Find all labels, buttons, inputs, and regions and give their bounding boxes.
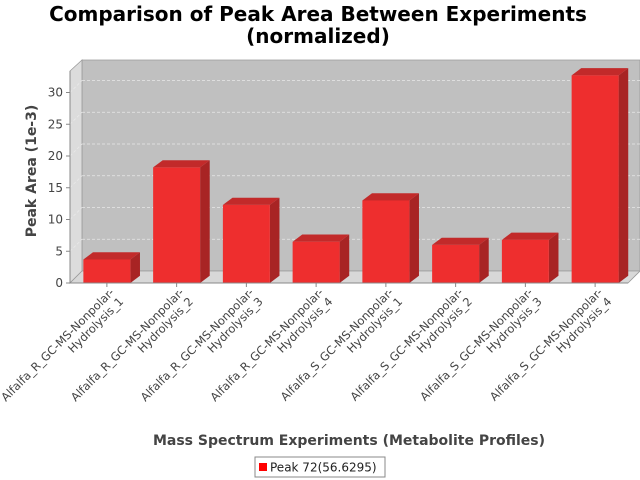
bar — [432, 237, 489, 283]
bars — [83, 68, 629, 283]
gridline-side — [69, 143, 83, 157]
bar-front — [292, 241, 340, 283]
gridline-side — [69, 175, 83, 189]
chart-title-line-1: Comparison of Peak Area Between Experime… — [49, 2, 587, 26]
y-tick-label: 20 — [48, 149, 63, 163]
y-tick-label: 0 — [55, 276, 63, 290]
plot-area — [69, 59, 640, 284]
bar-side — [339, 234, 350, 283]
bar-side — [130, 252, 140, 283]
chart-title-line-2: (normalized) — [246, 24, 390, 48]
y-tick-label: 5 — [55, 244, 63, 258]
bar-side — [479, 237, 489, 283]
bar-side — [618, 68, 629, 283]
x-axis-label: Mass Spectrum Experiments (Metabolite Pr… — [153, 433, 545, 449]
gridline-side — [69, 80, 83, 93]
y-tick-label: 15 — [48, 181, 63, 195]
bar-front — [83, 259, 131, 283]
bar-side — [200, 160, 210, 283]
y-tick-label: 25 — [48, 117, 63, 131]
y-tick-label: 30 — [48, 86, 63, 100]
bar-top — [432, 237, 489, 245]
gridline-side — [69, 111, 83, 125]
legend-swatch — [259, 463, 267, 471]
bar — [571, 68, 629, 283]
bar-top — [362, 193, 419, 201]
bar-top — [83, 252, 140, 260]
bar-side — [409, 193, 419, 283]
y-axis-label: Peak Area (1e-3) — [24, 105, 40, 238]
y-tick-label: 10 — [48, 213, 63, 227]
bar-front — [501, 239, 549, 283]
bar-front — [153, 167, 201, 283]
x-tick-label-line: Alfalfa_S_GC-MS-Nonpolar- — [487, 285, 605, 403]
gridline-side — [69, 238, 83, 252]
bar-front — [432, 244, 480, 283]
legend-box — [254, 456, 386, 478]
x-tick-label-line: Alfalfa_R_GC-MS-Nonpolar- — [0, 285, 117, 404]
x-tick-label: Alfalfa_R_GC-MS-Nonpolar-Hydrolysis_1 — [0, 285, 126, 413]
x-axis: Alfalfa_R_GC-MS-Nonpolar-Hydrolysis_1Alf… — [0, 282, 628, 413]
legend: Peak 72(56.6295) — [254, 456, 386, 478]
bar-top — [222, 197, 280, 205]
bar-side — [269, 197, 280, 283]
gridline-side — [69, 207, 83, 220]
bar — [501, 232, 559, 283]
legend-item-label: Peak 72(56.6295) — [270, 461, 377, 475]
bar-front — [222, 204, 270, 283]
bar-top — [571, 68, 629, 76]
bar-top — [292, 234, 350, 242]
bar-side — [548, 232, 559, 283]
x-tick-label-line: Alfalfa_S_GC-MS-Nonpolar- — [417, 285, 535, 403]
bar-front — [571, 75, 619, 283]
x-tick-label-line: Alfalfa_S_GC-MS-Nonpolar- — [278, 285, 396, 403]
y-axis: 0 5 10 15 20 25 30 — [48, 71, 71, 290]
bar-top — [501, 232, 559, 240]
bar — [292, 234, 350, 283]
bar-top — [153, 160, 210, 168]
bar — [362, 193, 419, 283]
chart-title: Comparison of Peak Area Between Experime… — [49, 2, 587, 48]
bar — [222, 197, 280, 283]
bar — [153, 160, 210, 283]
x-tick-label-line: Alfalfa_S_GC-MS-Nonpolar- — [347, 285, 465, 403]
bar-front — [362, 200, 410, 283]
bar — [83, 252, 140, 283]
